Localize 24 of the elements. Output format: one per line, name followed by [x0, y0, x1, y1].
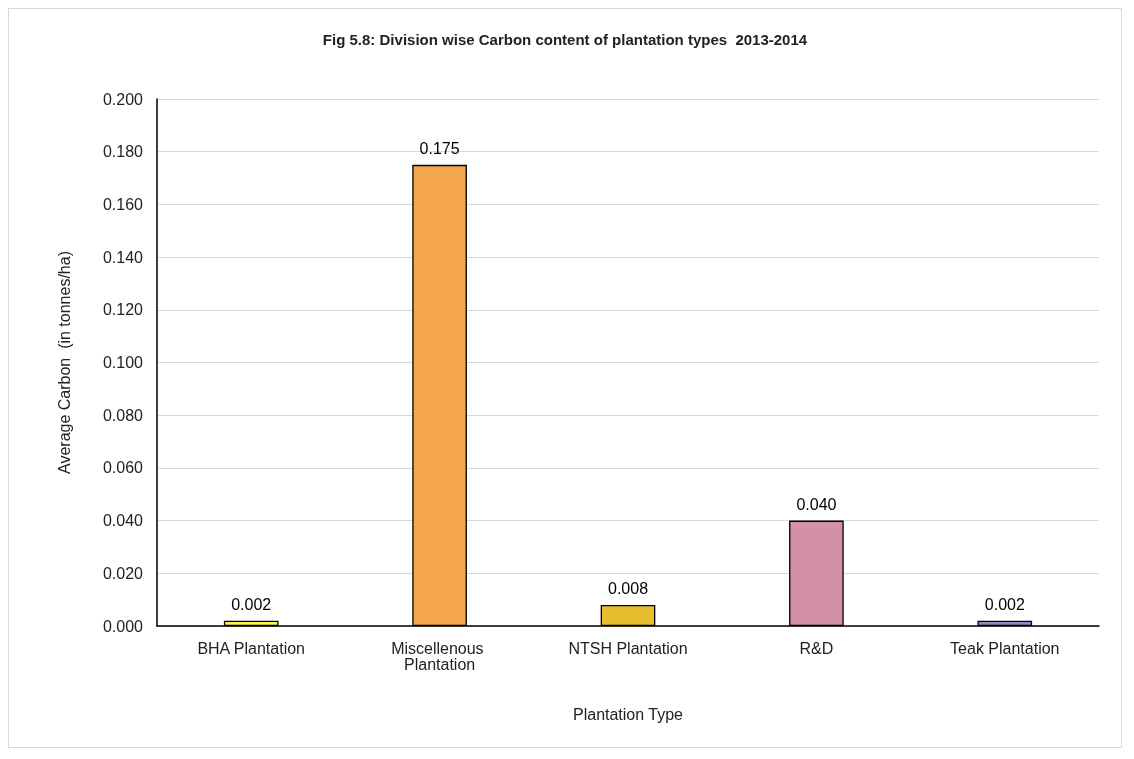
- x-tick-label: Miscellenous Plantation: [391, 639, 489, 673]
- y-tick-label: 0.060: [102, 459, 144, 477]
- y-tick-label: 0.020: [102, 564, 144, 582]
- y-tick-label: 0.000: [102, 617, 144, 635]
- y-tick-label: 0.100: [102, 354, 144, 371]
- chart-title: Fig 5.8: Division wise Carbon content of plantation types 2013-2014: [322, 31, 808, 48]
- y-tick-label: 0.160: [102, 195, 144, 213]
- x-tick-label: BHA Plantation: [197, 639, 306, 657]
- data-label: 0.008: [607, 580, 649, 598]
- y-tick-label: 0.040: [102, 512, 144, 530]
- data-label: 0.040: [796, 496, 837, 514]
- y-tick-label: 0.120: [102, 301, 144, 319]
- data-label: 0.002: [231, 596, 272, 614]
- y-tick-label: 0.080: [102, 406, 144, 424]
- y-axis-title: Average Carbon (in tonnes/ha): [55, 251, 73, 474]
- y-tick-label: 0.200: [102, 90, 144, 108]
- y-tick-label: 0.140: [102, 248, 144, 266]
- x-axis-title: Plantation Type: [572, 705, 684, 723]
- x-tick-label: R&D: [799, 639, 834, 657]
- data-label: 0.002: [984, 596, 1025, 614]
- x-tick-label: Teak Plantation: [950, 639, 1060, 657]
- y-tick-label: 0.180: [102, 143, 144, 161]
- data-label: 0.175: [419, 140, 460, 158]
- x-tick-label: NTSH Plantation: [568, 639, 688, 657]
